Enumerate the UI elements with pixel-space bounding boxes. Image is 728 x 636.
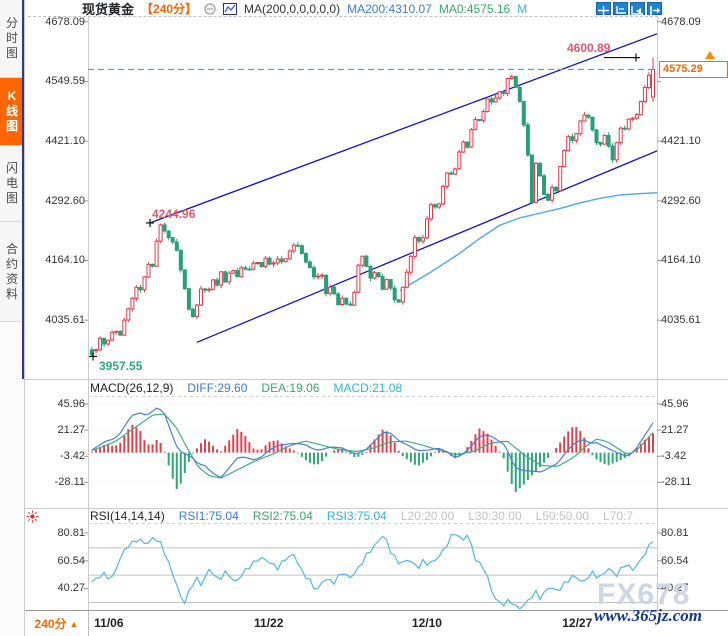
sidebar-item-kline-chart[interactable]: K线图 xyxy=(0,78,24,146)
plot-left-border xyxy=(88,16,89,610)
axis-label: 4549.59 xyxy=(45,75,85,88)
axis-label: 4035.61 xyxy=(45,314,85,327)
sidebar-item-label: 合约资料 xyxy=(5,241,18,301)
current-price-tag: 4575.29 xyxy=(659,61,728,78)
rsi-l20-label: L20:20.00 xyxy=(400,509,455,523)
axis-label: -28.11 xyxy=(54,476,85,489)
annotation-swing-high: 4244.96 xyxy=(152,207,196,221)
axis-label: -3.42 xyxy=(59,450,85,463)
header-divider xyxy=(28,16,658,17)
rsi-l70-label: L70:7 xyxy=(603,509,634,523)
axis-label: 4678.09 xyxy=(661,15,701,28)
ma0-value: MA0:4575.16 xyxy=(438,1,511,16)
macd-dea-value: DEA:19.06 xyxy=(261,381,320,395)
axis-label: 21.27 xyxy=(661,424,689,437)
axis-label: 4421.10 xyxy=(661,135,701,148)
macd-macd-value: MACD:21.08 xyxy=(333,381,403,395)
axis-label: 60.54 xyxy=(661,554,689,567)
period-label: 【240分】 xyxy=(141,2,198,16)
axis-label: 4164.10 xyxy=(45,254,85,267)
date-tick-label: 12/10 xyxy=(411,616,442,630)
plot-right-border xyxy=(657,16,658,610)
date-tick-label: 12/27 xyxy=(562,616,593,630)
axis-label: 4035.61 xyxy=(661,314,701,327)
period-expand-arrow: ▲ xyxy=(69,618,79,629)
axis-label: 40.27 xyxy=(57,582,85,595)
rsi-header: RSI(14,14,14) RSI1:75.04 RSI2:75.04 RSI3… xyxy=(90,509,633,523)
annotation-session-low: 3957.55 xyxy=(99,359,143,373)
zoom-axis-icon[interactable] xyxy=(630,2,645,15)
chart-type-icon[interactable] xyxy=(223,2,238,15)
sidebar-item-label: 分时图 xyxy=(5,16,18,60)
axis-label: -3.42 xyxy=(661,450,687,463)
sidebar-item-label: K线图 xyxy=(5,89,18,133)
symbol-name: 现货黄金 xyxy=(82,2,135,17)
watermark-site: www.365jz.com xyxy=(594,606,702,625)
sidebar-accent-divider xyxy=(22,0,24,379)
axis-label: 40.27 xyxy=(661,582,689,595)
axis-label: 45.96 xyxy=(57,398,85,410)
left-price-axis: 4678.09 4549.59 4421.10 4292.60 4164.10 4035.… xyxy=(28,0,85,636)
macd-header: MACD(26,12,9) DIFF:29.60 DEA:19.06 MACD:… xyxy=(90,381,402,395)
axis-label: 4678.09 xyxy=(45,15,85,28)
sidebar-item-label: 闪电图 xyxy=(5,161,18,205)
date-tick-label: 11/06 xyxy=(94,616,124,630)
measure-icon[interactable] xyxy=(613,2,628,15)
sidebar-item-contract-info[interactable]: 合约资料 xyxy=(0,222,24,322)
rsi-l30-label: L30:30.00 xyxy=(468,509,522,523)
axis-label: 4421.10 xyxy=(45,135,85,148)
sidebar-item-flash-chart[interactable]: 闪电图 xyxy=(0,146,24,222)
axis-label: 80.81 xyxy=(661,527,689,539)
right-price-axis: 4678.09 4421.10 4292.60 4164.10 4035.61 45.96… xyxy=(661,0,727,636)
axis-label: -28.11 xyxy=(661,476,692,489)
axis-label: 45.96 xyxy=(661,398,689,410)
annotation-recent-high: 4600.89 xyxy=(567,41,611,55)
rsi-title: RSI(14,14,14) xyxy=(90,509,165,523)
period-text: 240分 xyxy=(34,617,67,631)
rsi3-value: RSI3:75.04 xyxy=(326,509,387,523)
macd-diff-value: DIFF:29.60 xyxy=(187,381,248,395)
alert-icon[interactable] xyxy=(26,510,39,528)
sidebar-item-time-chart[interactable]: 分时图 xyxy=(0,0,24,78)
main-macd-divider xyxy=(25,379,728,380)
indicator-formula: MA(200,0,0,0,0,0) xyxy=(244,1,341,16)
macd-title: MACD(26,12,9) xyxy=(90,381,174,395)
axis-label: 4292.60 xyxy=(661,194,701,207)
rsi1-value: RSI1:75.04 xyxy=(178,509,239,523)
m-value: M xyxy=(517,1,528,16)
bottom-time-bar: 240分 ▲ xyxy=(25,610,728,636)
axis-label: 60.54 xyxy=(57,554,85,567)
price-up-arrow xyxy=(705,51,715,59)
rsi-l50-label: L50:50.00 xyxy=(535,509,590,523)
axis-label: 21.27 xyxy=(57,424,85,437)
axis-label: 80.81 xyxy=(57,527,85,539)
axis-label: 4292.60 xyxy=(45,194,85,207)
ma200-value: MA200:4310.07 xyxy=(347,1,432,16)
collapse-indicator-icon[interactable] xyxy=(204,2,216,15)
crosshair-icon[interactable] xyxy=(596,2,611,15)
period-selector[interactable]: 240分 ▲ xyxy=(25,611,89,636)
page-forward-icon[interactable] xyxy=(647,2,662,15)
chart-header: 现货黄金 【240分】 MA(200,0,0,0,0,0) MA200:4310… xyxy=(82,1,528,18)
axis-label: 4164.10 xyxy=(661,254,701,267)
sidebar: 分时图 K线图 闪电图 合约资料 xyxy=(0,0,25,636)
date-tick-label: 11/22 xyxy=(254,616,284,630)
watermark-brand: FX678 xyxy=(597,578,691,611)
rsi2-value: RSI2:75.04 xyxy=(252,509,313,523)
macd-rsi-divider xyxy=(25,508,728,509)
chart-toolbar xyxy=(596,2,662,15)
